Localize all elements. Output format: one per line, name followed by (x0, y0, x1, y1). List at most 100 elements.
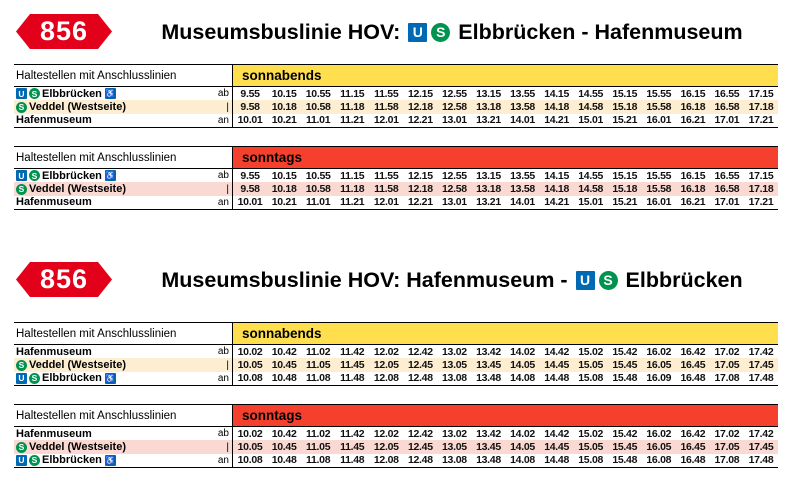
times-row: 9.58 10.18 10.58 11.18 11.58 12.18 12.58 13.18 1… (232, 100, 778, 114)
day-label: sonntags (242, 150, 303, 165)
section-header-return: 856 Museumsbuslinie HOV: Hafenmuseum - U… (0, 260, 792, 300)
time-cell: 17.02 (714, 345, 740, 358)
line-number: 856 (39, 16, 89, 46)
dep-arr-marker: ab (217, 428, 229, 440)
times-row: 9.55 10.15 10.55 11.15 11.55 12.15 12.55 13.15 1… (232, 87, 778, 101)
time-cell: 11.08 (306, 454, 331, 467)
time-cell: 16.58 (714, 183, 740, 196)
time-cell: 11.18 (340, 183, 365, 196)
dep-arr-marker: | (226, 441, 229, 453)
times-row: 9.55 10.15 10.55 11.15 11.55 12.15 12.55 13.15 1… (232, 169, 778, 183)
time-cell: 10.05 (237, 441, 263, 454)
time-cell: 14.55 (578, 87, 604, 100)
stop-cell: S Veddel (Westseite) (14, 358, 210, 371)
time-cell: 13.48 (476, 454, 501, 467)
table-header-row: Haltestellen mit Anschlusslinien sonntags (14, 405, 778, 427)
day-header: sonntags (232, 405, 778, 426)
s-bahn-icon: S (29, 170, 40, 182)
time-cell: 17.08 (714, 454, 740, 467)
time-cell: 14.02 (510, 427, 535, 440)
time-cell: 14.18 (544, 183, 569, 196)
wheelchair-icon: ♿ (104, 170, 116, 182)
time-cell: 10.02 (237, 427, 263, 440)
timetable-row: S Veddel (Westseite) | 9.58 10.18 10.58 11.18 1… (14, 100, 778, 114)
time-cell: 11.58 (374, 183, 399, 196)
stop-cell: S Veddel (Westseite) (14, 182, 210, 195)
time-cell: 16.18 (680, 183, 706, 196)
dep-arr-marker: | (226, 183, 229, 195)
timetable-row: Hafenmuseum an 10.01 10.21 11.01 11.21 12.01 12… (14, 113, 778, 128)
time-cell: 13.01 (442, 114, 467, 127)
time-cell: 17.45 (748, 359, 774, 372)
s-bahn-icon: S (29, 88, 40, 100)
time-cell: 12.58 (442, 183, 467, 196)
time-cell: 14.21 (544, 114, 569, 127)
time-cell: 15.01 (578, 114, 604, 127)
u-bahn-icon: U (16, 170, 27, 182)
time-cell: 14.58 (578, 101, 604, 114)
line-number-badge: 856 (16, 14, 112, 49)
dep-arr-marker: ab (217, 170, 229, 182)
dep-arr-marker: an (217, 372, 229, 384)
time-cell: 9.58 (240, 183, 260, 196)
time-cell: 11.05 (306, 441, 331, 454)
time-cell: 13.15 (476, 169, 501, 182)
stop-name: Elbbrücken (42, 454, 102, 467)
time-cell: 10.48 (271, 454, 297, 467)
time-cell: 14.21 (544, 196, 569, 209)
time-cell: 9.55 (240, 169, 260, 182)
time-cell: 13.58 (510, 183, 535, 196)
time-cell: 10.21 (271, 114, 297, 127)
table-header-row: Haltestellen mit Anschlusslinien sonnaben… (14, 65, 778, 87)
time-cell: 14.42 (544, 345, 569, 358)
timetable-outbound-sunday: Haltestellen mit Anschlusslinien sonntags… (14, 146, 778, 211)
time-cell: 14.05 (510, 359, 535, 372)
timetable-row: S Veddel (Westseite) | 9.58 10.18 10.58 11.18 1… (14, 182, 778, 196)
time-cell: 10.55 (305, 87, 331, 100)
time-cell: 11.02 (306, 427, 331, 440)
stop-name: Hafenmuseum (16, 427, 92, 440)
times-row: 10.02 10.42 11.02 11.42 12.02 12.42 13.02 13.42… (232, 345, 778, 359)
time-cell: 16.01 (646, 196, 672, 209)
timetable-return-sunday: Haltestellen mit Anschlusslinien sonntags… (14, 404, 778, 469)
stop-cell: U S Elbbrücken ♿ (14, 372, 210, 385)
time-cell: 16.42 (680, 345, 706, 358)
time-cell: 15.01 (578, 196, 604, 209)
time-cell: 17.05 (714, 441, 740, 454)
time-cell: 17.01 (714, 114, 740, 127)
time-cell: 12.01 (373, 196, 399, 209)
time-cell: 15.21 (612, 114, 638, 127)
u-bahn-icon: U (16, 454, 27, 466)
dep-arr-marker: an (217, 114, 229, 126)
time-cell: 12.15 (407, 169, 433, 182)
timetable-row: Hafenmuseum ab 10.02 10.42 11.02 11.42 12.02 12… (14, 345, 778, 359)
time-cell: 12.48 (407, 454, 433, 467)
time-cell: 15.18 (612, 183, 638, 196)
dep-arr-marker: | (226, 359, 229, 371)
timetable-row: Hafenmuseum ab 10.02 10.42 11.02 11.42 12.02 12… (14, 427, 778, 441)
stop-cell: U S Elbbrücken ♿ (14, 454, 210, 467)
time-cell: 14.02 (510, 345, 535, 358)
times-row: 10.01 10.21 11.01 11.21 12.01 12.21 13.01 13.21… (232, 113, 778, 128)
time-cell: 13.02 (442, 345, 467, 358)
time-cell: 17.05 (714, 359, 740, 372)
time-cell: 15.58 (646, 183, 672, 196)
time-cell: 17.18 (748, 101, 774, 114)
timetable-row: U S Elbbrücken ♿ ab 9.55 10.15 10.55 11.15 11.55 1… (14, 169, 778, 183)
time-cell: 14.42 (544, 427, 569, 440)
time-cell: 15.05 (578, 441, 604, 454)
stop-name: Veddel (Westseite) (29, 441, 126, 454)
time-cell: 12.02 (373, 345, 399, 358)
time-cell: 17.15 (748, 87, 774, 100)
time-cell: 12.18 (407, 183, 433, 196)
time-cell: 11.42 (340, 345, 365, 358)
stop-cell: S Veddel (Westseite) (14, 440, 210, 453)
time-cell: 16.18 (680, 101, 706, 114)
time-cell: 17.18 (748, 183, 774, 196)
dep-arr-marker: | (226, 101, 229, 113)
stop-name: Veddel (Westseite) (29, 359, 126, 372)
time-cell: 16.48 (680, 454, 706, 467)
stop-name: Veddel (Westseite) (29, 101, 126, 114)
